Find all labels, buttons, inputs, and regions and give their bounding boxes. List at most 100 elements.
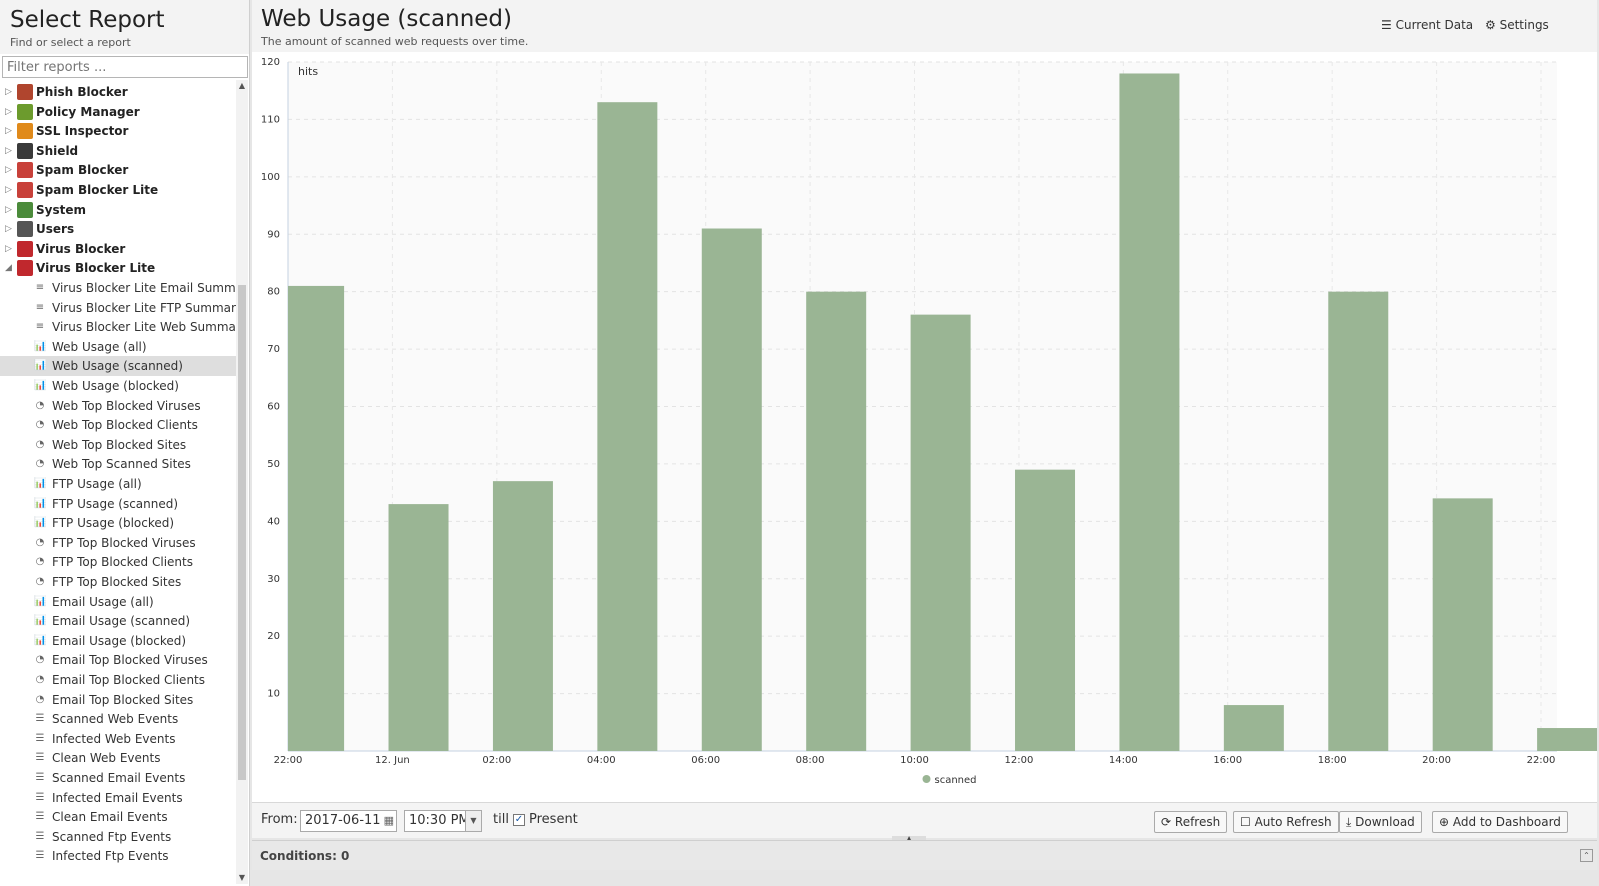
tree-app-item[interactable]: ▷ Shield xyxy=(0,141,236,161)
tree-report-item[interactable]: ☰ Infected Web Events xyxy=(0,729,236,749)
tree-report-item[interactable]: ◔ Web Top Blocked Sites xyxy=(0,435,236,455)
report-type-icon: 📊 xyxy=(34,595,47,607)
legend-label: scanned xyxy=(935,775,977,786)
report-type-icon: ☰ xyxy=(35,791,45,803)
calendar-icon[interactable]: ▦ xyxy=(383,814,394,827)
tree-report-item[interactable]: ◔ Web Top Blocked Viruses xyxy=(0,396,236,416)
report-type-icon: 📊 xyxy=(34,615,47,627)
from-time-select[interactable]: 10:30 PM ▼ xyxy=(404,810,482,832)
tree-report-item[interactable]: ◔ Email Top Blocked Viruses xyxy=(0,650,236,670)
report-type-icon: ☰ xyxy=(35,752,45,764)
tree-report-item[interactable]: ◔ Email Top Blocked Clients xyxy=(0,670,236,690)
report-title: Web Usage (scanned) xyxy=(261,6,513,32)
tree-report-item[interactable]: ☰ Scanned Email Events xyxy=(0,768,236,788)
tree-report-item[interactable]: 📊 Email Usage (all) xyxy=(0,592,236,612)
tree-app-item[interactable]: ▷ Spam Blocker Lite xyxy=(0,180,236,200)
x-tick-label: 22:00 xyxy=(274,755,303,766)
bar xyxy=(288,285,345,751)
tree-report-item[interactable]: ◔ Email Top Blocked Sites xyxy=(0,690,236,710)
tree-report-item[interactable]: 📊 Email Usage (scanned) xyxy=(0,611,236,631)
report-type-icon: 📊 xyxy=(34,340,47,352)
scroll-up-arrow-icon[interactable]: ▲ xyxy=(238,81,246,90)
settings-button[interactable]: ⚙ Settings xyxy=(1485,18,1549,32)
add-to-dashboard-label: Add to Dashboard xyxy=(1452,815,1561,829)
tree-report-item[interactable]: 📊 FTP Usage (scanned) xyxy=(0,494,236,514)
expand-up-icon[interactable]: ⌃ xyxy=(1580,849,1593,862)
tree-report-item[interactable]: 📊 Web Usage (blocked) xyxy=(0,376,236,396)
tree-report-item[interactable]: ☰ Clean Web Events xyxy=(0,748,236,768)
tree-report-item[interactable]: ◔ Web Top Scanned Sites xyxy=(0,454,236,474)
expand-arrow-icon[interactable]: ▷ xyxy=(5,87,12,97)
expand-arrow-icon[interactable]: ▷ xyxy=(5,145,12,156)
refresh-button[interactable]: ⟳ Refresh xyxy=(1154,811,1228,833)
bar xyxy=(1223,705,1284,751)
panel-splitter[interactable]: ▲ xyxy=(892,836,926,842)
tree-app-item[interactable]: ▷ SSL Inspector xyxy=(0,121,236,141)
tree-report-label: Web Usage (blocked) xyxy=(52,379,179,393)
conditions-bar[interactable]: Conditions: 0 ⌃ xyxy=(252,840,1597,870)
from-date-field[interactable]: 2017-06-11 ▦ xyxy=(300,810,397,832)
chart-area: 10 20 30 40 50 60 70 80 90 100 110 120 22:00 12. Jun 0… xyxy=(252,52,1598,802)
gear-icon: ⚙ xyxy=(1485,18,1496,32)
y-axis-label: hits xyxy=(298,65,318,78)
tree-report-item[interactable]: 📊 Email Usage (blocked) xyxy=(0,631,236,651)
expand-arrow-icon[interactable]: ▷ xyxy=(5,165,12,176)
report-selector-title: Select Report xyxy=(10,7,165,33)
tree-report-item[interactable]: ☰ Scanned Ftp Events xyxy=(0,827,236,847)
tree-report-item[interactable]: ☰ Scanned Web Events xyxy=(0,709,236,729)
tree-report-item[interactable]: ◔ FTP Top Blocked Clients xyxy=(0,552,236,572)
tree-report-item[interactable]: 📊 Web Usage (scanned) xyxy=(0,356,236,377)
report-type-icon: 📊 xyxy=(34,478,47,489)
tree-report-item[interactable]: ◔ FTP Top Blocked Viruses xyxy=(0,533,236,553)
tree-app-item[interactable]: ▷ System xyxy=(0,200,236,220)
bar xyxy=(1015,469,1076,751)
filter-reports-input[interactable] xyxy=(2,56,248,78)
tree-report-item[interactable]: ☰ Infected Ftp Events xyxy=(0,846,236,866)
expand-arrow-icon[interactable]: ▷ xyxy=(5,185,12,195)
x-tick-label: 14:00 xyxy=(1109,755,1138,766)
report-selector-panel: Select Report Find or select a report ▷ P… xyxy=(0,0,250,886)
expand-arrow-icon[interactable]: ▷ xyxy=(5,126,12,137)
tree-app-item[interactable]: ▷ Virus Blocker xyxy=(0,239,236,259)
download-button[interactable]: ⤓ Download xyxy=(1339,811,1422,833)
expand-arrow-icon[interactable]: ▷ xyxy=(5,106,12,117)
scroll-down-arrow-icon[interactable]: ▼ xyxy=(238,873,246,882)
tree-report-item[interactable]: ◔ Web Top Blocked Clients xyxy=(0,415,236,435)
expand-arrow-icon[interactable]: ▷ xyxy=(5,204,12,215)
bar xyxy=(1432,498,1493,751)
app-icon xyxy=(17,240,33,257)
tree-report-item[interactable]: 📊 FTP Usage (all) xyxy=(0,474,236,494)
tree-report-item[interactable]: 📊 Web Usage (all) xyxy=(0,337,236,357)
tree-report-item[interactable]: 📊 FTP Usage (blocked) xyxy=(0,513,236,533)
chevron-down-icon[interactable]: ▼ xyxy=(465,811,481,831)
bar xyxy=(1119,73,1180,751)
tree-report-item[interactable]: ☰ Infected Email Events xyxy=(0,788,236,808)
tree-report-item[interactable]: ≡ Virus Blocker Lite Email Summary xyxy=(0,278,236,298)
tree-app-item[interactable]: ▷ Users xyxy=(0,219,236,239)
report-tree-scrollbar[interactable]: ▲ ▼ xyxy=(236,80,248,884)
report-type-icon: ◔ xyxy=(35,674,45,685)
expand-arrow-icon[interactable]: ▷ xyxy=(5,224,12,235)
expand-arrow-icon[interactable]: ▷ xyxy=(5,243,12,254)
add-to-dashboard-button[interactable]: ⊕ Add to Dashboard xyxy=(1432,811,1568,833)
auto-refresh-button[interactable]: ☐ Auto Refresh xyxy=(1233,811,1339,833)
tree-report-label: Web Usage (scanned) xyxy=(52,359,183,374)
tree-app-item[interactable]: ▷ Phish Blocker xyxy=(0,82,236,102)
present-checkbox[interactable]: ✓ xyxy=(513,814,525,826)
report-type-icon: ☰ xyxy=(35,830,45,842)
current-data-button[interactable]: ☰ Current Data xyxy=(1381,18,1473,32)
tree-report-label: Email Usage (blocked) xyxy=(52,633,187,648)
tree-report-item[interactable]: ☰ Clean Email Events xyxy=(0,807,236,827)
tree-app-item[interactable]: ▷ Policy Manager xyxy=(0,102,236,122)
tree-app-item[interactable]: ▷ Spam Blocker xyxy=(0,160,236,180)
tree-report-item[interactable]: ≡ Virus Blocker Lite Web Summary xyxy=(0,317,236,337)
scrollbar-thumb[interactable] xyxy=(238,285,246,780)
y-tick-label: 100 xyxy=(261,172,280,183)
tree-report-item[interactable]: ◔ FTP Top Blocked Sites xyxy=(0,572,236,592)
app-icon xyxy=(17,162,33,179)
x-tick-label: 16:00 xyxy=(1213,755,1242,766)
tree-report-label: Web Usage (all) xyxy=(52,339,147,354)
tree-report-item[interactable]: ≡ Virus Blocker Lite FTP Summary xyxy=(0,298,236,318)
collapse-arrow-icon[interactable]: ◢ xyxy=(5,263,12,274)
tree-app-item[interactable]: ◢ Virus Blocker Lite xyxy=(0,258,236,278)
